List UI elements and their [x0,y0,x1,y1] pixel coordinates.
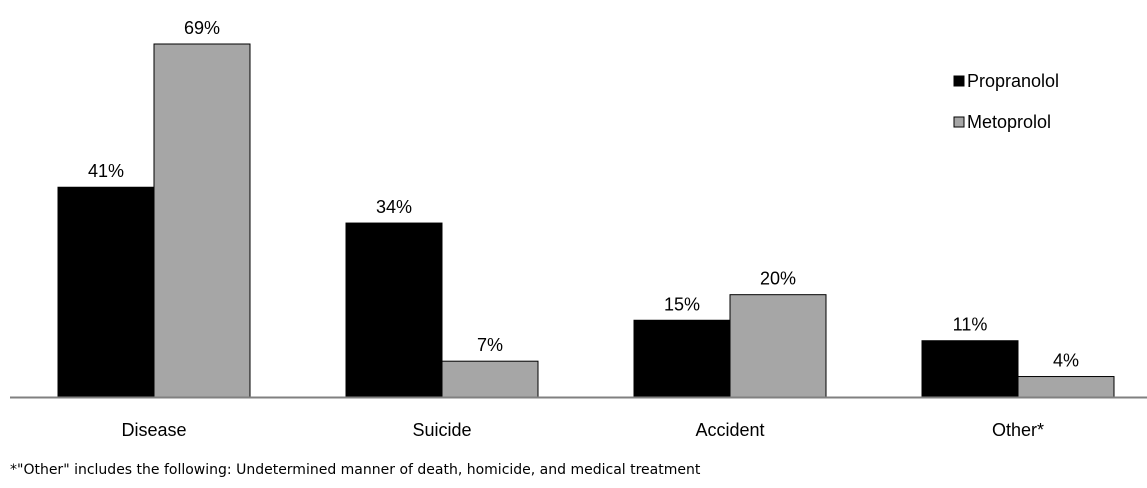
bar-metoprolol-disease [153,43,251,398]
bar-propranolol-accident [633,319,731,398]
bar-propranolol-other [921,340,1019,398]
category-label-other: Other* [992,420,1044,440]
data-label-metoprolol-suicide: 7% [477,335,503,355]
data-label-propranolol-other: 11% [953,315,988,335]
category-labels-layer: Disease Suicide Accident Other* [121,420,1044,440]
data-label-propranolol-disease: 41% [88,161,124,181]
legend-label-propranolol: Propranolol [967,71,1059,91]
category-label-disease: Disease [121,420,186,440]
data-labels-layer: 41% 69% 34% 7% 15% 20% 11% 4% [88,18,1079,371]
legend-swatch-propranolol [953,75,965,87]
bar-propranolol-suicide [345,222,443,398]
bar-metoprolol-accident [729,294,827,398]
data-label-propranolol-accident: 15% [664,294,700,314]
bar-propranolol-disease [57,186,155,398]
data-label-metoprolol-disease: 69% [184,18,220,38]
bar-metoprolol-other [1017,376,1115,398]
category-label-suicide: Suicide [412,420,471,440]
bar-metoprolol-suicide [441,360,539,398]
legend-swatch-metoprolol [953,116,965,128]
data-label-metoprolol-accident: 20% [760,269,796,289]
bars-layer [57,43,1115,398]
footnote: *"Other" includes the following: Undeter… [10,462,701,478]
category-label-accident: Accident [695,420,764,440]
data-label-metoprolol-other: 4% [1053,351,1079,371]
legend-label-metoprolol: Metoprolol [967,112,1051,132]
data-label-propranolol-suicide: 34% [376,197,412,217]
legend: Propranolol Metoprolol [953,71,1059,132]
